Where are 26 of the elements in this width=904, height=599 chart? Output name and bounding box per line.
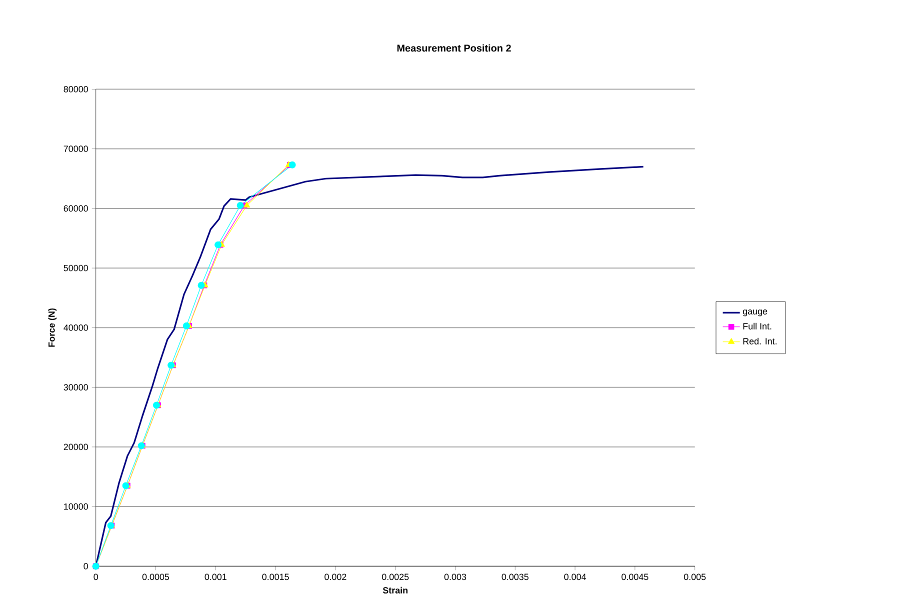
y-tick-label: 20000 xyxy=(64,444,88,450)
y-tick-label: 50000 xyxy=(64,264,88,272)
y-tick-label: 10000 xyxy=(64,503,88,510)
y-tick-label: 30000 xyxy=(64,384,88,390)
x-tick-label: 0.004 xyxy=(564,574,586,580)
x-tick-label: 0.0025 xyxy=(382,574,409,580)
y-tick-label: 0 xyxy=(84,563,88,570)
x-tick-label: 0.0045 xyxy=(622,574,648,580)
y-tick-label: 60000 xyxy=(64,205,88,212)
x-tick-label: 0.0005 xyxy=(142,574,170,580)
y-tick-label: 80000 xyxy=(64,86,88,92)
x-tick-label: 0.005 xyxy=(684,574,706,580)
x-tick-label: 0.0035 xyxy=(502,574,528,580)
y-axis-title: Force (N) xyxy=(48,308,57,347)
chart-title: Measurement Position 2 xyxy=(397,44,511,52)
x-axis-title: Strain xyxy=(382,586,408,594)
y-tick-label: 70000 xyxy=(64,146,88,152)
x-tick-label: 0 xyxy=(94,574,98,580)
legend-label: Red. Int. xyxy=(743,338,777,344)
x-tick-label: 0.001 xyxy=(204,574,226,580)
legend-label: gauge xyxy=(742,310,768,316)
x-tick-label: 0.0015 xyxy=(262,574,289,580)
legend-label: Full Int. xyxy=(743,322,772,330)
x-tick-label: 0.002 xyxy=(324,574,346,580)
x-tick-label: 0.003 xyxy=(444,574,466,580)
y-tick-label: 40000 xyxy=(64,324,88,331)
